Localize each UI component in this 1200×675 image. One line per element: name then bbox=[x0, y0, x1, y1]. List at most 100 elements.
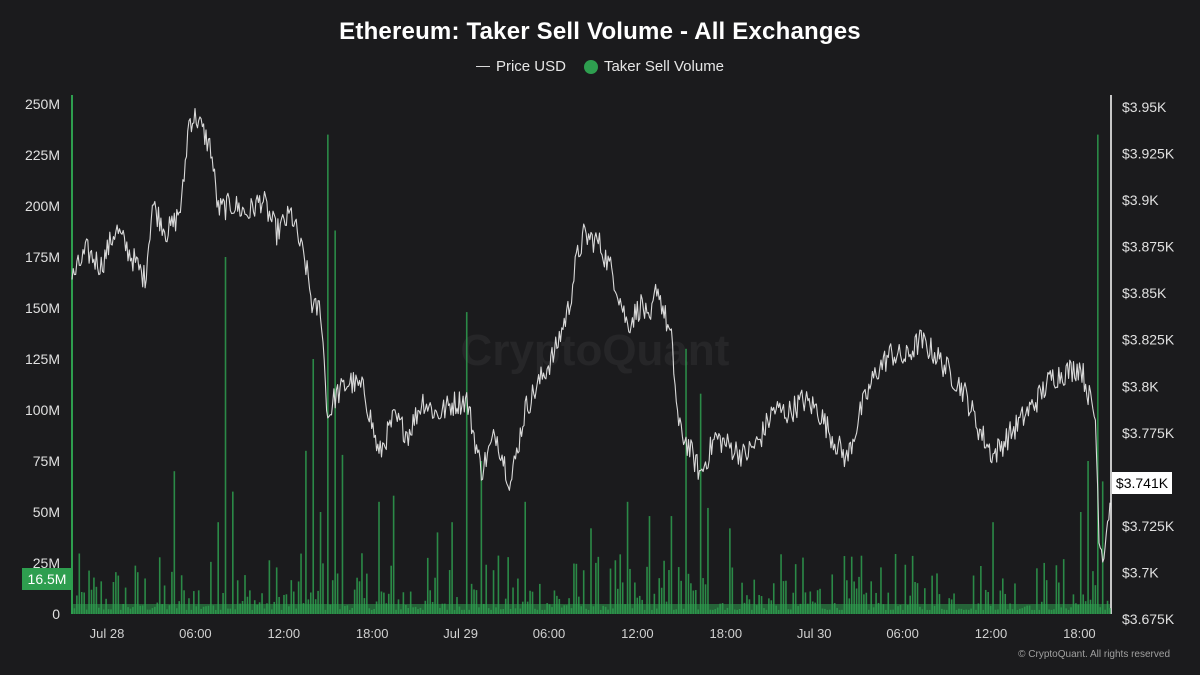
right-axis-tick-label: $3.925K bbox=[1122, 146, 1175, 162]
volume-bar bbox=[361, 553, 363, 614]
volume-bar bbox=[972, 575, 975, 614]
volume-bar bbox=[780, 554, 782, 614]
volume-bar bbox=[690, 583, 692, 614]
volume-bar bbox=[731, 567, 734, 614]
volume-bar bbox=[687, 573, 690, 614]
volume-bar bbox=[987, 592, 989, 614]
volume-bar bbox=[134, 565, 137, 614]
volume-bar bbox=[327, 134, 329, 614]
volume-bar bbox=[71, 104, 73, 614]
volume-bar bbox=[595, 562, 597, 614]
volume-bar bbox=[183, 590, 185, 614]
volume-bar bbox=[1092, 571, 1094, 614]
volume-bar bbox=[753, 579, 756, 614]
volume-bar bbox=[448, 570, 451, 614]
volume-bar bbox=[953, 593, 955, 614]
volume-bar bbox=[668, 570, 670, 614]
volume-bar bbox=[93, 577, 95, 614]
volume-bar bbox=[356, 577, 358, 614]
chart-title: Ethereum: Taker Sell Volume - All Exchan… bbox=[339, 18, 861, 45]
volume-bar bbox=[575, 563, 578, 614]
left-axis-tick-label: 125M bbox=[25, 351, 60, 367]
volume-bar bbox=[914, 581, 916, 614]
volume-bar bbox=[115, 572, 117, 614]
volume-bar bbox=[626, 501, 629, 614]
volume-bar bbox=[819, 588, 821, 614]
volume-bar bbox=[846, 580, 848, 614]
volume-bar bbox=[999, 590, 1002, 614]
volume-bar bbox=[980, 565, 982, 614]
volume-bar bbox=[470, 583, 473, 614]
volume-bar bbox=[451, 522, 453, 614]
volume-bar bbox=[124, 587, 127, 614]
volume-bar bbox=[648, 516, 651, 614]
volume-bar bbox=[663, 560, 665, 614]
x-axis-tick-label: 12:00 bbox=[621, 626, 654, 641]
volume-bar bbox=[497, 555, 500, 614]
legend-item-volume[interactable]: Taker Sell Volume bbox=[583, 58, 725, 75]
x-axis-tick-label: 18:00 bbox=[356, 626, 389, 641]
volume-bar bbox=[1036, 568, 1038, 614]
x-axis-tick-label: 06:00 bbox=[179, 626, 212, 641]
volume-bar bbox=[634, 582, 636, 614]
volume-bar bbox=[1097, 134, 1099, 614]
volume-bar bbox=[383, 592, 385, 614]
volume-bar bbox=[358, 581, 361, 614]
volume-bar bbox=[232, 491, 234, 614]
volume-bar bbox=[224, 257, 227, 614]
volume-bar bbox=[366, 573, 368, 614]
left-axis-tick-label: 100M bbox=[25, 402, 60, 418]
volume-bar bbox=[992, 522, 994, 614]
volume-bar bbox=[843, 556, 846, 614]
volume-bar bbox=[331, 580, 334, 614]
left-axis-tick-label: 25M bbox=[33, 555, 60, 571]
volume-bar bbox=[782, 581, 785, 614]
volume-bar bbox=[692, 590, 695, 614]
volume-bar bbox=[1014, 583, 1016, 614]
x-axis-tick-label: 12:00 bbox=[268, 626, 301, 641]
volume-bar bbox=[680, 580, 682, 614]
volume-bar bbox=[653, 593, 656, 614]
legend-dot-icon bbox=[583, 59, 598, 74]
volume-bar bbox=[729, 528, 731, 614]
volume-bar bbox=[582, 570, 585, 614]
volume-bar bbox=[894, 554, 897, 614]
volume-bar bbox=[1094, 585, 1097, 614]
volume-bar bbox=[1055, 565, 1058, 614]
volume-bar bbox=[173, 471, 176, 614]
volume-bar bbox=[312, 359, 315, 614]
volume-bar bbox=[802, 557, 804, 614]
chart-legend: Price USD Taker Sell Volume bbox=[0, 58, 1200, 75]
volume-bar bbox=[1058, 582, 1060, 614]
volume-bar bbox=[850, 556, 853, 614]
volume-bar bbox=[804, 592, 807, 614]
volume-bar bbox=[507, 557, 509, 614]
volume-bar bbox=[512, 587, 514, 614]
right-axis-tick-label: $3.875K bbox=[1122, 239, 1175, 255]
legend-item-price[interactable]: Price USD bbox=[475, 58, 566, 75]
volume-bar bbox=[1043, 562, 1046, 614]
volume-bar bbox=[473, 589, 475, 614]
volume-bar bbox=[136, 572, 139, 614]
volume-bar bbox=[222, 592, 224, 614]
x-axis-tick-label: 06:00 bbox=[886, 626, 919, 641]
volume-bar bbox=[704, 584, 707, 614]
volume-bar bbox=[78, 553, 81, 614]
volume-bar bbox=[621, 582, 624, 614]
volume-bar bbox=[617, 588, 619, 614]
copyright-notice: © CryptoQuant. All rights reserved bbox=[1018, 649, 1170, 660]
volume-bar bbox=[865, 592, 868, 614]
right-axis-tick-label: $3.775K bbox=[1122, 425, 1175, 441]
volume-bar bbox=[171, 571, 173, 614]
volume-bar bbox=[100, 581, 103, 614]
left-axis-tick-label: 175M bbox=[25, 249, 60, 265]
volume-bar bbox=[317, 590, 319, 614]
legend-label-volume: Taker Sell Volume bbox=[603, 58, 725, 75]
volume-bar bbox=[517, 578, 519, 614]
volume-bar bbox=[193, 591, 195, 614]
volume-bar bbox=[809, 591, 812, 614]
volume-bar bbox=[387, 593, 390, 614]
volume-bar bbox=[619, 554, 622, 614]
volume-bar bbox=[268, 560, 271, 614]
volume-bar bbox=[436, 532, 439, 614]
